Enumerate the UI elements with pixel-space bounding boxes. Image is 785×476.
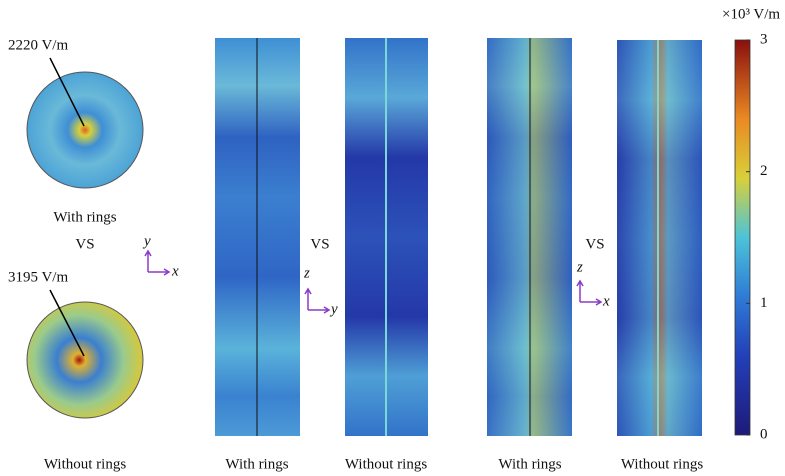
vs-label: VS: [585, 236, 604, 252]
axis-label: y: [329, 301, 338, 317]
tick-label: 0: [760, 426, 768, 442]
axis-label: z: [303, 265, 310, 281]
tick-label: 2: [760, 163, 768, 179]
panel-label: With rings: [53, 209, 116, 225]
field-disc: [27, 302, 143, 418]
panel-label: With rings: [498, 456, 561, 472]
colorbar: [735, 40, 750, 435]
axis-icon: [577, 281, 601, 305]
colorbar-unit: ×10³ V/m: [722, 6, 780, 22]
panel-label: Without rings: [345, 456, 427, 472]
annotation: 3195 V/m: [8, 269, 68, 285]
field-disc: [27, 72, 143, 188]
panel-label: Without rings: [621, 456, 703, 472]
annotation: 2220 V/m: [8, 37, 68, 53]
tick-label: 1: [760, 295, 768, 311]
vs-label: VS: [75, 236, 94, 252]
axis-icon: [305, 289, 329, 313]
vs-label: VS: [310, 236, 329, 252]
axis-label: z: [576, 259, 583, 275]
axis-label: x: [602, 293, 610, 309]
tick-label: 3: [760, 31, 768, 47]
figure: 2220 V/m 3195 V/m With rings Without rin…: [0, 0, 785, 476]
axis-label: x: [171, 263, 179, 279]
axis-label: y: [142, 233, 151, 249]
field-map-overlay: [617, 40, 702, 436]
panel-label: With rings: [225, 456, 288, 472]
panel-label: Without rings: [44, 456, 126, 472]
axis-icon: [145, 251, 169, 275]
